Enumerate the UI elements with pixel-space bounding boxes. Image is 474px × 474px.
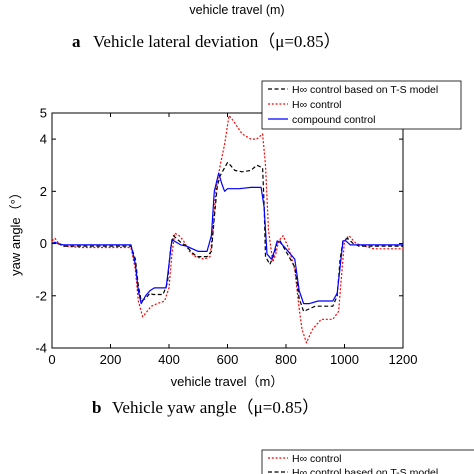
yaw-angle-chart: 0 200 400 600 800 1000 1200 -4 -2 0 2 4 5 vehicle tr… [8, 80, 462, 417]
legend-label-0: H∞ control based on T-S model [292, 84, 438, 96]
y-axis-label: yaw angle（°） [8, 186, 23, 276]
plot-area [51, 112, 404, 349]
x-axis-label: vehicle travel（m） [171, 374, 284, 389]
y-tick-label: -2 [35, 288, 47, 303]
x-tick-label: 400 [158, 352, 180, 367]
top-panel-letter: a [72, 32, 81, 51]
bottom-legend-label-1: H∞ control based on T-S model [292, 467, 438, 474]
legend-box [261, 80, 462, 130]
panel-title: Vehicle yaw angle（μ=0.85） [112, 398, 319, 417]
x-tick-label: 0 [48, 352, 55, 367]
top-xlabel: vehicle travel (m) [189, 3, 284, 17]
legend: H∞ control based on T-S model H∞ control c… [261, 80, 462, 130]
legend-label-2: compound control [292, 114, 375, 126]
y-tick-label: 4 [40, 132, 47, 147]
series-line-2 [52, 172, 403, 305]
x-tick-label: 1200 [389, 352, 418, 367]
series-line-1 [52, 114, 403, 344]
y-tick-label: -4 [35, 341, 47, 356]
x-tick-label: 1000 [330, 352, 359, 367]
y-tick-label: 5 [40, 106, 47, 121]
legend-label-1: H∞ control [292, 99, 342, 111]
tick-layer: 0 200 400 600 800 1000 1200 -4 -2 0 2 4 5 [35, 106, 417, 368]
top-panel-title: Vehicle lateral deviation（μ=0.85） [93, 32, 341, 51]
bottom-legend-box [261, 449, 474, 474]
x-tick-label: 200 [100, 352, 122, 367]
series-layer [52, 114, 403, 344]
series-line-0 [52, 162, 403, 312]
bottom-legend-label-0: H∞ control [292, 453, 342, 465]
y-tick-label: 2 [40, 184, 47, 199]
bottom-legend: H∞ control H∞ control based on T-S model [261, 449, 474, 474]
panel-letter: b [92, 398, 101, 417]
x-tick-label: 800 [275, 352, 297, 367]
y-tick-label: 0 [40, 236, 47, 251]
x-tick-label: 600 [217, 352, 239, 367]
